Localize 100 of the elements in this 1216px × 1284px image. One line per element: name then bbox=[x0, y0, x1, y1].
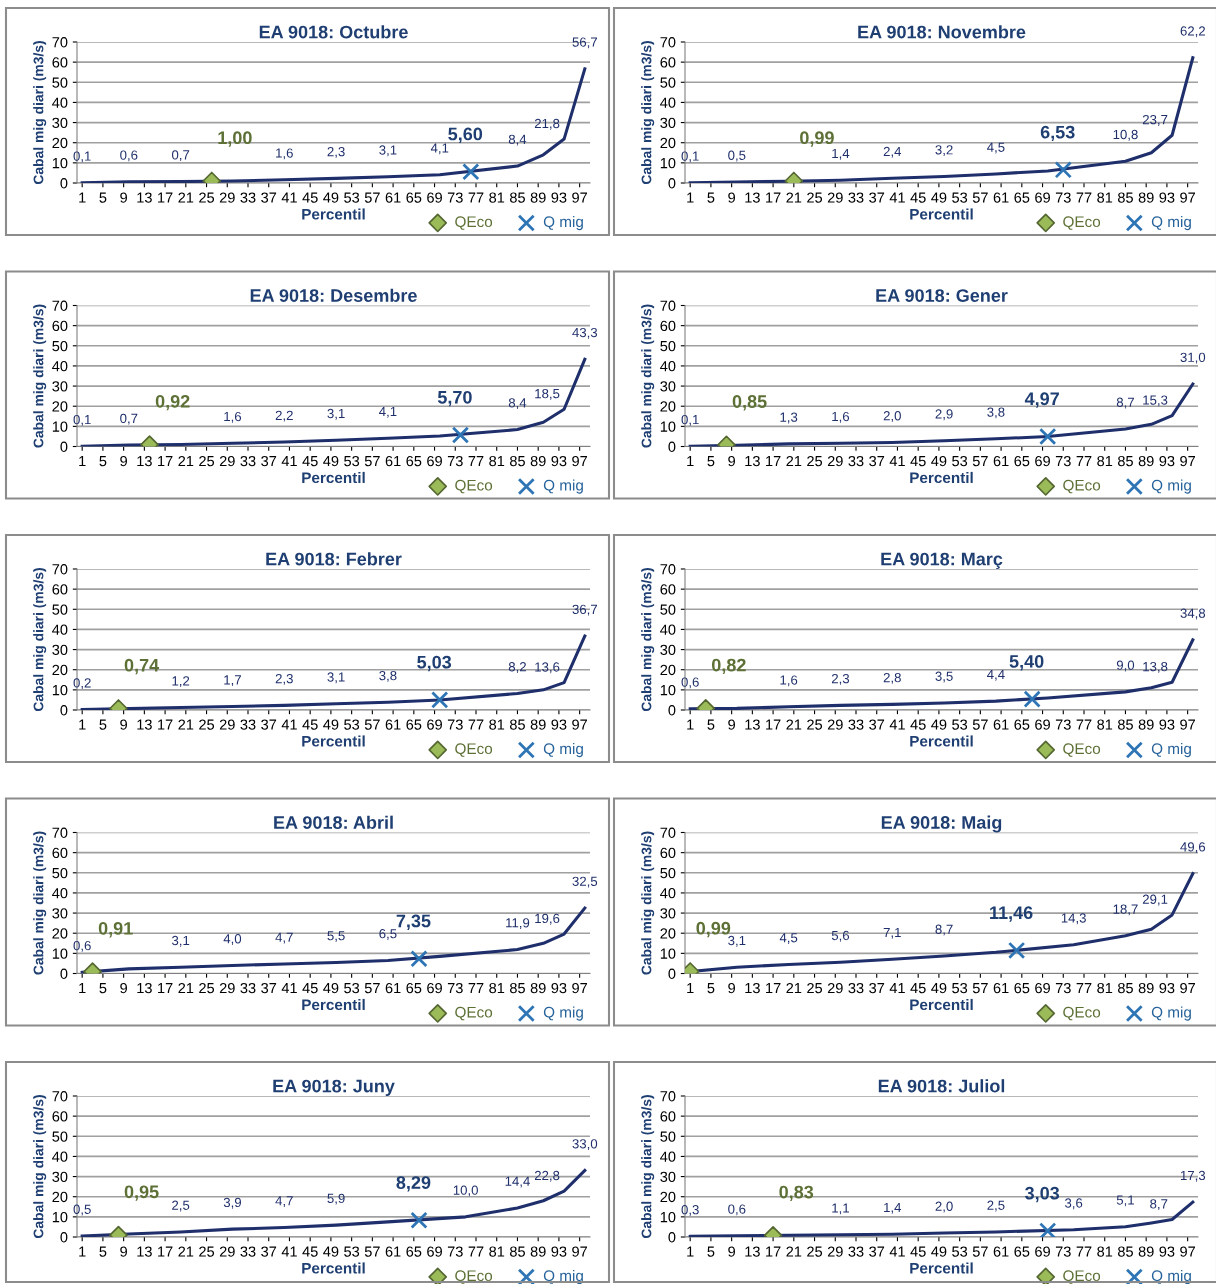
x-tick-label: 21 bbox=[178, 719, 194, 730]
x-tick-label: 89 bbox=[1138, 982, 1154, 994]
x-tick-label: 17 bbox=[158, 1246, 173, 1257]
x-tick-label: 21 bbox=[786, 982, 802, 994]
x-tick-label: 73 bbox=[447, 1246, 463, 1257]
x-tick-label: 97 bbox=[1180, 719, 1196, 730]
y-axis-title: Cabal mig diari (m3/s) bbox=[641, 41, 655, 185]
data-label: 3,8 bbox=[987, 407, 1005, 419]
x-tick-label: 37 bbox=[261, 982, 277, 994]
x-tick-label: 33 bbox=[240, 192, 256, 203]
x-tick-label: 69 bbox=[1035, 455, 1050, 467]
x-tick-label: 53 bbox=[344, 1246, 360, 1257]
x-tick-label: 49 bbox=[931, 982, 947, 994]
chart-title: EA 9018: Octubre bbox=[259, 25, 408, 39]
y-tick-label: 50 bbox=[660, 604, 676, 615]
x-tick-label: 93 bbox=[551, 192, 567, 203]
x-tick-label: 73 bbox=[447, 192, 463, 203]
y-tick-label: 0 bbox=[668, 441, 676, 452]
x-tick-label: 81 bbox=[489, 192, 505, 203]
data-label: 3,2 bbox=[935, 145, 953, 157]
y-tick-label: 60 bbox=[52, 584, 68, 595]
y-tick-label: 20 bbox=[52, 928, 68, 939]
x-tick-label: 81 bbox=[489, 982, 505, 994]
data-label: 2,3 bbox=[327, 146, 345, 158]
x-tick-label: 65 bbox=[406, 192, 422, 203]
x-axis-title: Percentil bbox=[302, 735, 365, 747]
data-label: 1,6 bbox=[780, 675, 798, 687]
x-tick-label: 73 bbox=[447, 455, 463, 467]
data-label: 0,99 bbox=[800, 131, 834, 147]
y-tick-label: 20 bbox=[52, 137, 68, 149]
x-tick-label: 65 bbox=[1014, 719, 1030, 730]
y-tick-label: 10 bbox=[660, 421, 676, 432]
data-label: 3,1 bbox=[327, 672, 345, 684]
x-tick-label: 77 bbox=[1076, 192, 1092, 203]
x-tick-label: 49 bbox=[931, 455, 947, 467]
data-label: 5,9 bbox=[327, 1193, 345, 1205]
x-tick-label: 77 bbox=[468, 1246, 484, 1257]
x-tick-label: 69 bbox=[1035, 719, 1050, 730]
x-tick-label: 81 bbox=[1097, 719, 1113, 730]
x-tick-label: 49 bbox=[323, 719, 339, 730]
data-label: 5,1 bbox=[1116, 1195, 1134, 1207]
x-tick-label: 93 bbox=[551, 1246, 567, 1257]
y-tick-label: 30 bbox=[52, 117, 68, 128]
x-tick-label: 81 bbox=[1097, 982, 1113, 994]
x-tick-label: 45 bbox=[910, 456, 926, 467]
data-label: 0,74 bbox=[124, 658, 160, 675]
x-tick-label: 13 bbox=[137, 192, 152, 203]
x-tick-label: 81 bbox=[1097, 1246, 1113, 1257]
y-tick-label: 60 bbox=[660, 1111, 676, 1122]
legend-label: QEco bbox=[1063, 1006, 1101, 1021]
x-tick-label: 41 bbox=[281, 1246, 297, 1257]
y-tick-label: 30 bbox=[660, 908, 676, 919]
x-tick-label: 37 bbox=[261, 455, 277, 467]
x-tick-label: 97 bbox=[1180, 192, 1196, 203]
x-tick-label: 49 bbox=[323, 1246, 339, 1257]
data-label: 0,1 bbox=[681, 151, 699, 163]
x-tick-label: 41 bbox=[281, 192, 297, 203]
x-axis-title: Percentil bbox=[302, 471, 365, 484]
data-label: 3,1 bbox=[379, 145, 397, 157]
x-tick-label: 41 bbox=[889, 456, 905, 467]
x-tick-label: 93 bbox=[1159, 1246, 1175, 1257]
data-label: 21,8 bbox=[534, 118, 560, 130]
y-tick-label: 50 bbox=[660, 1131, 676, 1142]
x-tick-label: 49 bbox=[323, 982, 339, 994]
data-label: 2,9 bbox=[935, 409, 953, 421]
x-tick-label: 5 bbox=[707, 192, 715, 203]
x-tick-label: 93 bbox=[1159, 192, 1175, 203]
x-tick-label: 53 bbox=[952, 192, 968, 203]
x-tick-label: 57 bbox=[972, 456, 988, 467]
y-tick-label: 20 bbox=[660, 401, 676, 412]
x-tick-label: 89 bbox=[1138, 1246, 1154, 1257]
legend-label: Q mig bbox=[1151, 479, 1191, 494]
data-label: 2,2 bbox=[275, 410, 293, 422]
x-tick-label: 25 bbox=[199, 719, 215, 730]
data-label: 5,5 bbox=[327, 931, 345, 942]
x-tick-label: 33 bbox=[848, 982, 864, 994]
legend-label: Q mig bbox=[1151, 1006, 1191, 1021]
x-tick-label: 37 bbox=[261, 192, 277, 203]
y-axis-title: Cabal mig diari (m3/s) bbox=[641, 568, 655, 712]
x-tick-label: 85 bbox=[509, 455, 525, 467]
data-label: 0,99 bbox=[696, 921, 731, 938]
data-label: 5,60 bbox=[448, 127, 483, 143]
x-tick-label: 33 bbox=[848, 192, 864, 203]
legend-label: Q mig bbox=[1151, 215, 1191, 231]
y-tick-label: 60 bbox=[660, 847, 676, 859]
chart-title: EA 9018: Febrer bbox=[266, 552, 402, 566]
x-tick-label: 9 bbox=[728, 455, 735, 467]
x-tick-label: 61 bbox=[993, 192, 1009, 203]
chart-title: EA 9018: Juny bbox=[273, 1079, 395, 1096]
x-tick-label: 41 bbox=[281, 456, 297, 467]
x-tick-label: 29 bbox=[219, 192, 235, 203]
data-label: 43,3 bbox=[572, 327, 598, 339]
x-tick-label: 45 bbox=[910, 1246, 926, 1257]
y-tick-label: 60 bbox=[52, 320, 68, 332]
data-label: 8,7 bbox=[1150, 1199, 1168, 1211]
x-tick-label: 33 bbox=[848, 1246, 864, 1257]
data-label: 1,1 bbox=[832, 1203, 849, 1215]
data-label: 10,0 bbox=[453, 1185, 478, 1197]
x-tick-label: 17 bbox=[766, 456, 781, 467]
legend-label: Q mig bbox=[543, 1006, 583, 1021]
